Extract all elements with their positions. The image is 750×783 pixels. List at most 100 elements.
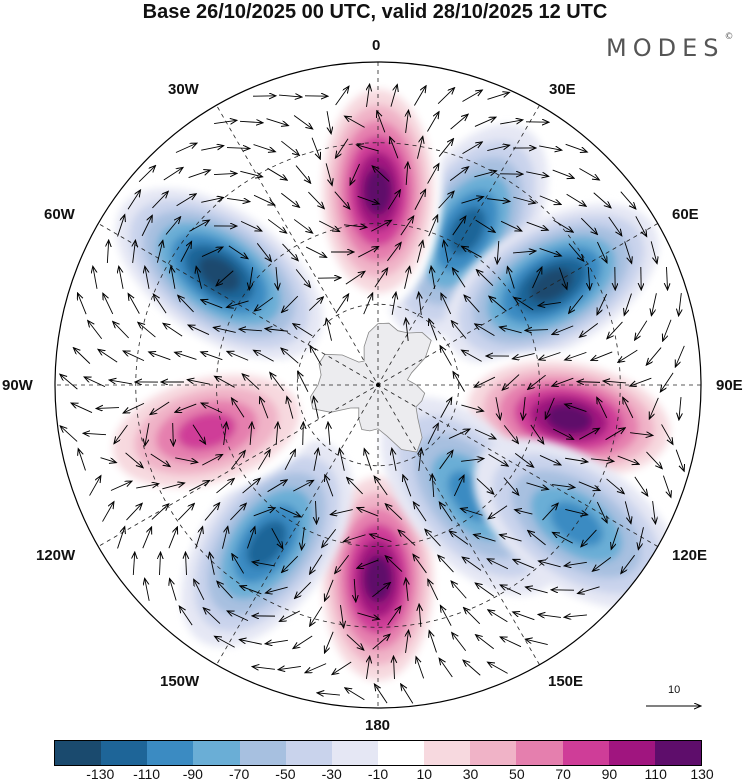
wind-arrow	[151, 401, 170, 414]
wind-arrow	[202, 300, 223, 309]
wind-arrow	[314, 397, 319, 419]
wind-arrow	[404, 267, 410, 289]
colorbar-tick-label: 130	[690, 766, 714, 782]
wind-arrow	[391, 293, 396, 315]
wind-arrow	[394, 657, 395, 680]
wind-arrow	[399, 531, 416, 546]
wind-arrow	[489, 610, 508, 623]
wind-arrow	[582, 529, 597, 546]
wind-arrow	[597, 398, 608, 419]
wind-arrow	[213, 173, 236, 174]
wind-arrow	[416, 241, 422, 263]
wind-arrow	[195, 528, 203, 549]
wind-arrow	[465, 296, 480, 313]
wind-arrow	[552, 428, 573, 439]
wind-arrow	[652, 293, 657, 314]
wind-arrow	[676, 345, 685, 366]
wind-arrow	[650, 241, 657, 262]
wind-arrow	[276, 423, 278, 446]
brand-text: MODES	[606, 34, 725, 62]
lon-label-30w: 30W	[168, 81, 199, 98]
colorbar-swatch	[608, 741, 655, 765]
wind-arrow	[593, 557, 612, 570]
wind-arrow	[133, 241, 136, 263]
wind-arrow	[387, 243, 400, 262]
wind-arrow	[318, 693, 340, 695]
wind-arrow	[316, 500, 317, 523]
wind-arrow	[406, 163, 408, 186]
wind-arrow	[526, 171, 548, 176]
colorbar-tick-label: -110	[133, 766, 161, 782]
wind-arrow	[189, 481, 209, 492]
wind-arrow	[293, 219, 312, 232]
wind-arrow	[127, 191, 140, 210]
wind-arrow	[427, 113, 438, 132]
wind-arrow	[85, 377, 106, 388]
colorbar	[54, 740, 702, 766]
wind-arrow	[406, 319, 408, 341]
wind-arrow	[497, 240, 499, 263]
south-pole-marker	[376, 383, 380, 387]
wind-arrow	[210, 553, 215, 575]
wind-arrow	[180, 607, 193, 626]
colorbar-tick-label: 70	[555, 766, 571, 782]
wind-arrow	[476, 324, 495, 337]
wind-arrow	[97, 408, 120, 409]
wind-arrow	[282, 555, 299, 572]
wind-arrow	[605, 428, 625, 441]
wind-arrow	[569, 295, 584, 312]
wind-arrow	[257, 451, 269, 470]
wind-arrow	[72, 403, 93, 413]
wind-arrow	[419, 293, 422, 315]
wind-arrow	[93, 267, 97, 289]
wind-arrow	[189, 221, 208, 232]
wind-arrow	[596, 501, 606, 522]
wind-arrow	[578, 481, 599, 490]
wind-arrow	[133, 553, 134, 576]
wind-arrow	[475, 376, 496, 387]
wind-arrow	[414, 503, 427, 522]
wind-arrow	[254, 351, 274, 362]
lon-label-60w: 60W	[44, 206, 75, 223]
wind-arrow	[119, 267, 124, 289]
wind-arrow	[461, 197, 482, 204]
colorbar-swatch	[101, 741, 148, 765]
wind-arrow	[186, 553, 187, 576]
wind-arrow	[387, 607, 401, 626]
wind-arrow	[221, 527, 227, 549]
wind-arrow	[539, 561, 561, 568]
wind-arrow	[313, 449, 318, 471]
wind-arrow	[679, 293, 682, 315]
wind-arrow	[453, 476, 463, 497]
map-disc	[55, 62, 701, 708]
wind-arrow	[279, 507, 300, 517]
wind-arrow	[280, 610, 300, 621]
wind-arrow	[78, 294, 87, 315]
wind-arrow	[145, 579, 150, 601]
wind-arrow	[196, 267, 203, 289]
wind-arrow	[416, 137, 422, 159]
wind-arrow	[635, 320, 648, 340]
wind-arrow	[331, 509, 353, 515]
colorbar-swatch	[55, 741, 102, 765]
wind-arrow	[189, 325, 210, 335]
wind-arrow	[117, 216, 125, 237]
wind-arrow	[298, 372, 309, 393]
colorbar-swatch	[147, 741, 194, 765]
wind-arrow	[124, 351, 145, 362]
wind-arrow	[202, 352, 223, 361]
wind-arrow	[295, 165, 310, 183]
wind-arrow	[266, 586, 288, 593]
wind-arrow	[612, 527, 619, 549]
anomaly-contour	[545, 403, 593, 434]
wind-arrow	[150, 453, 169, 466]
wind-arrow	[110, 482, 131, 491]
wind-arrow	[340, 605, 343, 627]
wind-arrow	[357, 195, 379, 203]
lon-label-150w: 150W	[160, 673, 200, 690]
wind-arrow	[390, 85, 397, 107]
wind-arrow	[461, 459, 483, 462]
wind-arrow	[441, 606, 452, 626]
wind-arrow	[503, 374, 520, 390]
wind-arrow	[475, 219, 495, 232]
